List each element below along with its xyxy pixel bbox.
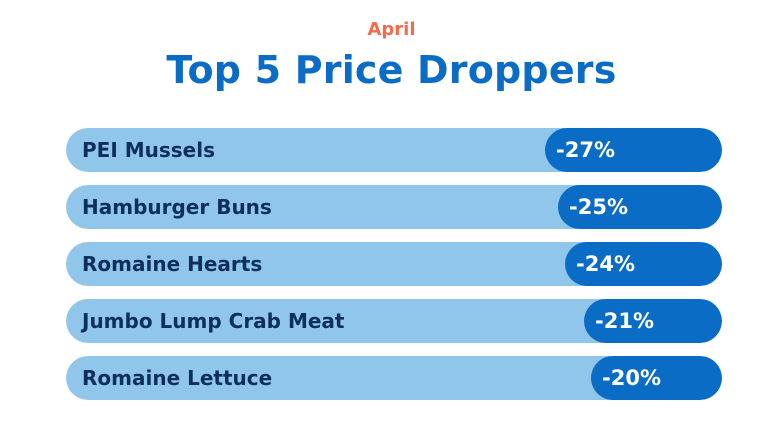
chart-subtitle: April: [367, 19, 416, 40]
chart-title: Top 5 Price Droppers: [166, 48, 617, 92]
bar-fill: [591, 356, 722, 400]
category-label: Romaine Lettuce: [82, 366, 273, 390]
bar-row: Hamburger Buns -25%: [66, 185, 722, 229]
bar-row: Romaine Lettuce -20%: [66, 356, 722, 400]
category-label: Jumbo Lump Crab Meat: [82, 309, 345, 333]
value-label: -20%: [602, 366, 661, 390]
value-label: -24%: [576, 252, 635, 276]
bar-fill: [565, 242, 722, 286]
bar-fill: [584, 299, 722, 343]
category-label: Romaine Hearts: [82, 252, 263, 276]
value-label: -27%: [556, 138, 615, 162]
value-label: -25%: [569, 195, 628, 219]
value-label: -21%: [595, 309, 654, 333]
bar-fill: [558, 185, 722, 229]
bar-fill: [545, 128, 722, 172]
bar-row: Jumbo Lump Crab Meat -21%: [66, 299, 722, 343]
category-label: Hamburger Buns: [82, 195, 272, 219]
bar-row: Romaine Hearts -24%: [66, 242, 722, 286]
bar-chart: PEI Mussels -27% Hamburger Buns -25% Romaine…: [66, 128, 722, 400]
category-label: PEI Mussels: [82, 138, 215, 162]
bar-row: PEI Mussels -27%: [66, 128, 722, 172]
